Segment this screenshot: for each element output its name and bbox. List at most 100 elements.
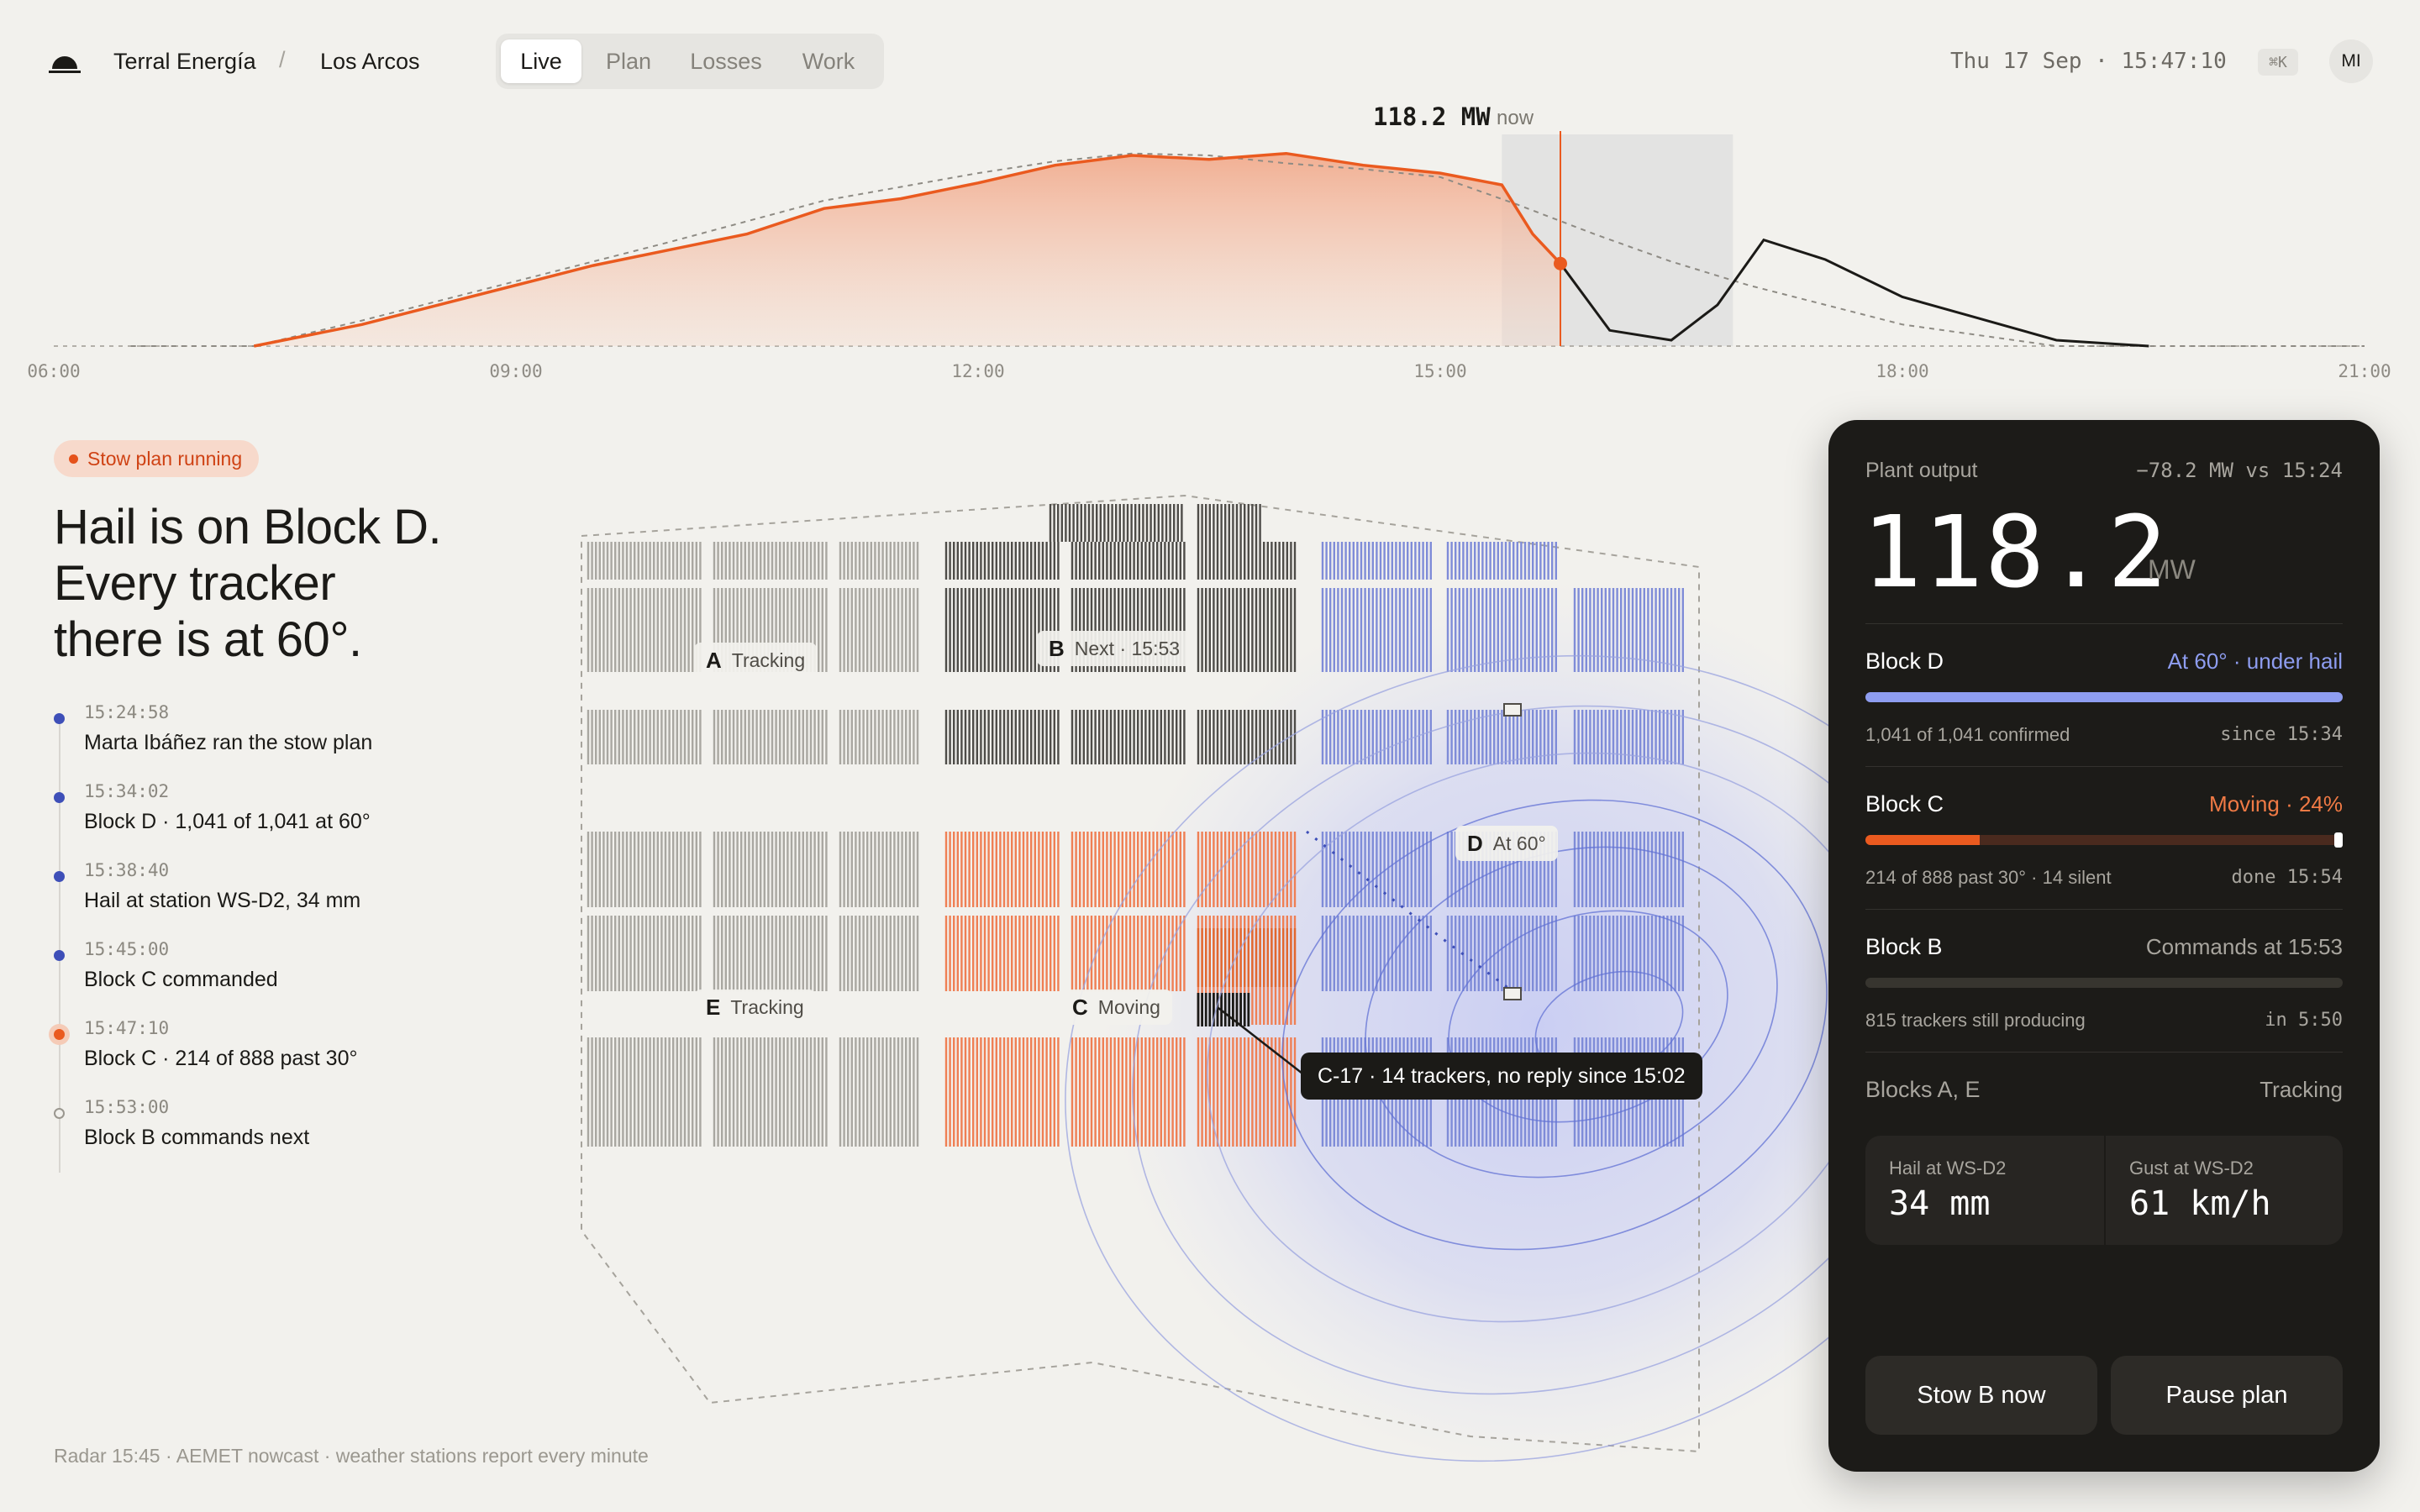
block-c-silent-trackers[interactable] (1197, 993, 1250, 1026)
now-output-label: now (1497, 107, 1534, 129)
site-name[interactable]: Los Arcos (320, 49, 420, 74)
status-badge-label: Stow plan running (87, 447, 243, 470)
command-shortcut[interactable]: ⌘K (2258, 49, 2298, 76)
block-b-trackers[interactable] (1197, 504, 1261, 542)
event-dot-future-icon (54, 1108, 65, 1119)
block-d-label[interactable]: D At 60° (1455, 826, 1558, 861)
block-e-trackers[interactable] (587, 1037, 702, 1147)
block-c-trackers[interactable] (944, 1037, 1060, 1147)
plant-output-unit: MW (2148, 554, 2196, 585)
status-dot-icon (69, 454, 78, 464)
timeline-tick-label: 09:00 (489, 361, 543, 381)
block-c-label[interactable]: C Moving (1060, 990, 1172, 1025)
block-a-trackers[interactable] (839, 588, 919, 672)
event-dot-icon (54, 950, 65, 961)
block-e-trackers[interactable] (839, 832, 919, 907)
block-b-trackers[interactable] (1049, 504, 1183, 542)
weather-station-ws-d2-icon[interactable] (1503, 987, 1522, 1000)
block-e-trackers[interactable] (587, 916, 702, 991)
block-e-trackers[interactable] (713, 916, 828, 991)
tab-live[interactable]: Live (501, 39, 581, 83)
weather-readings: Hail at WS-D2 34 mm Gust at WS-D2 61 km/… (1865, 1136, 2343, 1245)
hail-contour-line (1207, 752, 1832, 1323)
block-letter: A (706, 647, 722, 673)
headline-line: Hail is on Block D. (54, 500, 442, 554)
block-b-trackers[interactable] (1197, 710, 1297, 764)
hail-contour-line (1132, 705, 1832, 1395)
block-name: Block C (1865, 791, 1944, 816)
block-e-trackers[interactable] (587, 832, 702, 907)
block-c-trackers[interactable] (1197, 928, 1297, 987)
company-name: Terral Energía (113, 49, 256, 74)
actual-output-area (254, 153, 1560, 346)
block-d-trackers[interactable] (1573, 832, 1685, 907)
block-d-trackers[interactable] (1446, 588, 1558, 672)
event-dot-icon (54, 871, 65, 882)
timeline-tick-label: 06:00 (27, 361, 81, 381)
block-c-trackers[interactable] (944, 916, 1060, 991)
tab-plan[interactable]: Plan (605, 48, 652, 74)
block-c-trackers[interactable] (944, 832, 1060, 907)
block-d-trackers[interactable] (1446, 832, 1558, 907)
block-a-trackers[interactable] (839, 542, 919, 580)
block-d-trackers[interactable] (1321, 916, 1433, 991)
block-d-trackers[interactable] (1573, 916, 1685, 991)
block-c-trackers[interactable] (1071, 916, 1186, 991)
block-d-trackers[interactable] (1321, 542, 1433, 580)
event-dot-now-icon (54, 1029, 65, 1040)
block-e-trackers[interactable] (839, 1037, 919, 1147)
block-b-trackers[interactable] (1071, 710, 1186, 764)
event-text: Block C commanded (84, 968, 278, 991)
block-name: Blocks A, E (1865, 1077, 1981, 1102)
hail-contour-line (1065, 654, 1832, 1462)
reading-value: 61 km/h (2129, 1184, 2271, 1223)
block-c-trackers[interactable] (1071, 1037, 1186, 1147)
block-b-trackers[interactable] (1197, 588, 1297, 672)
plant-map[interactable] (0, 470, 1832, 1512)
event-time: 15:34:02 (84, 781, 170, 801)
block-b-trackers[interactable] (944, 542, 1060, 580)
block-d-trackers[interactable] (1321, 832, 1433, 907)
block-b-trackers[interactable] (944, 710, 1060, 764)
block-a-trackers[interactable] (713, 542, 828, 580)
event-text: Hail at station WS-D2, 34 mm (84, 889, 361, 912)
block-d-trackers[interactable] (1321, 588, 1433, 672)
event-time: 15:53:00 (84, 1097, 170, 1117)
tab-work[interactable]: Work (802, 48, 855, 74)
block-a-trackers[interactable] (839, 710, 919, 764)
block-status: Next · 15:53 (1074, 637, 1181, 659)
block-status: Moving (1097, 995, 1160, 1018)
block-a-trackers[interactable] (587, 588, 702, 672)
block-a-label[interactable]: A Tracking (694, 643, 818, 678)
block-a-trackers[interactable] (587, 710, 702, 764)
block-e-label[interactable]: E Tracking (694, 990, 816, 1025)
headline-line: Every tracker (54, 556, 336, 611)
event-text: Block B commands next (84, 1126, 310, 1149)
avatar[interactable]: MI (2329, 39, 2373, 83)
block-a-trackers[interactable] (587, 542, 702, 580)
block-c-trackers[interactable] (1071, 832, 1186, 907)
block-d-trackers[interactable] (1321, 710, 1433, 764)
block-b-label[interactable]: B Next · 15:53 (1037, 631, 1192, 666)
block-b-trackers[interactable] (1197, 542, 1297, 580)
block-c-trackers[interactable] (1197, 832, 1297, 907)
block-d-trackers[interactable] (1446, 542, 1558, 580)
block-e-trackers[interactable] (713, 832, 828, 907)
block-b-trackers[interactable] (1071, 542, 1186, 580)
stow-b-now-button[interactable]: Stow B now (1865, 1356, 2097, 1435)
now-marker-dot[interactable] (1554, 256, 1567, 270)
page-title: Hail is on Block D. Every tracker there … (54, 499, 442, 668)
weather-station-icon[interactable] (1503, 703, 1522, 717)
block-d-trackers[interactable] (1573, 588, 1685, 672)
block-d-trackers[interactable] (1446, 916, 1558, 991)
block-c-trackers[interactable] (1197, 1037, 1297, 1147)
block-e-trackers[interactable] (839, 916, 919, 991)
block-detail: 214 of 888 past 30° · 14 silent (1865, 867, 2112, 888)
block-e-trackers[interactable] (713, 1037, 828, 1147)
block-a-trackers[interactable] (713, 710, 828, 764)
block-d-trackers[interactable] (1573, 710, 1685, 764)
tab-losses[interactable]: Losses (690, 48, 762, 74)
plant-output-label: Plant output (1865, 459, 1978, 482)
pause-plan-button[interactable]: Pause plan (2111, 1356, 2343, 1435)
block-name: Block B (1865, 934, 1943, 959)
